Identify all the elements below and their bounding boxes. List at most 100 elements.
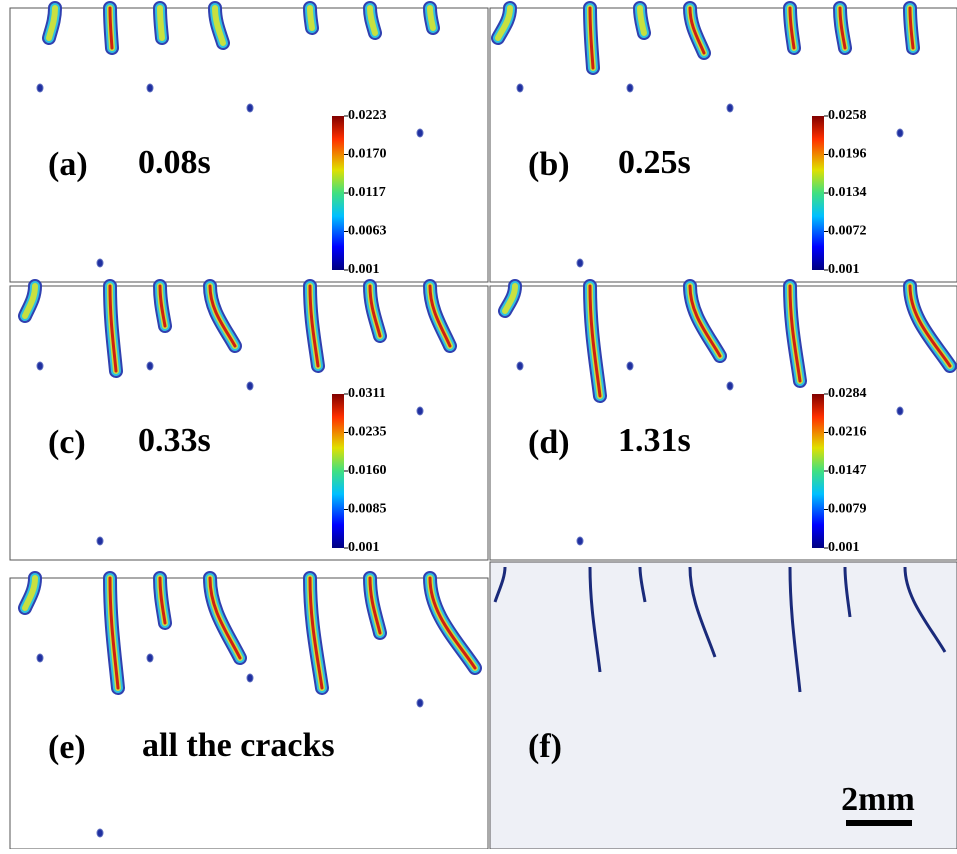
contour-spot [146, 83, 154, 93]
crack-contour [157, 5, 165, 41]
contour-spot [896, 406, 904, 416]
contour-spot [146, 653, 154, 663]
crack-contour [46, 5, 58, 41]
panel-frame [489, 285, 957, 561]
crack-contour [22, 575, 38, 611]
crack-contour [637, 5, 647, 36]
contour-spot [896, 128, 904, 138]
crack-contour [158, 284, 167, 328]
contour-spot [36, 361, 44, 371]
panel-caption: 1.31s [618, 422, 691, 459]
panel: (c) 0.33s 0.0311 0.0235 0.0160 0.0085 0.001 [9, 279, 489, 561]
colorbar-label: 0.0085 [348, 502, 387, 517]
crack-contour [908, 6, 915, 50]
panel-caption: all the cracks [142, 727, 335, 764]
colorbar-label: 0.001 [348, 262, 380, 277]
crack-contour [308, 576, 324, 690]
crack-photo [688, 566, 717, 658]
crack-photo [638, 566, 647, 603]
crack-contour [368, 576, 382, 635]
contour-spot [576, 258, 584, 268]
contour-spot [726, 103, 734, 113]
contour-spot [146, 361, 154, 371]
crack-contour [308, 284, 320, 368]
contour-spot [576, 536, 584, 546]
panel-caption: 0.33s [138, 422, 211, 459]
contour-spot [36, 653, 44, 663]
crack-contour [588, 6, 595, 70]
panel-label: (f) [528, 728, 562, 765]
crack-photo [493, 566, 507, 603]
panel-frame [9, 285, 489, 561]
panel-label: (a) [48, 146, 88, 183]
colorbar-label: 0.0216 [828, 425, 867, 440]
panel: (d) 1.31s 0.0284 0.0216 0.0147 0.0079 0.001 [489, 279, 957, 561]
crack-photo [903, 566, 947, 653]
contour-spot [626, 83, 634, 93]
contour-spot [516, 361, 524, 371]
colorbar [812, 116, 824, 270]
crack-contour [502, 283, 518, 314]
panel-frame [489, 7, 957, 283]
colorbar-label: 0.0079 [828, 502, 867, 517]
colorbar-label: 0.0160 [348, 463, 387, 478]
crack-contour [108, 284, 118, 373]
crack-photo [788, 566, 802, 693]
contour-spot [246, 673, 254, 683]
colorbar-label: 0.0258 [828, 108, 867, 123]
panel: (b) 0.25s 0.0258 0.0196 0.0134 0.0072 0.001 [489, 1, 957, 283]
colorbar-label: 0.0235 [348, 425, 387, 440]
crack-photo [843, 566, 852, 618]
panel-label: (b) [528, 146, 570, 183]
crack-contour [495, 5, 513, 41]
contour-spot [516, 83, 524, 93]
crack-contour [22, 283, 38, 319]
panel-frame [489, 561, 957, 850]
scale-bar-label: 2mm [841, 781, 915, 818]
contour-spot [416, 406, 424, 416]
colorbar-label: 0.001 [348, 540, 380, 555]
panel-caption: 0.25s [618, 144, 691, 181]
panel-label: (c) [48, 424, 86, 461]
colorbar-label: 0.0311 [348, 386, 386, 401]
crack-contour [427, 5, 436, 31]
colorbar-label: 0.0284 [828, 386, 867, 401]
contour-spot [96, 828, 104, 838]
contour-spot [416, 698, 424, 708]
contour-spot [726, 381, 734, 391]
crack-contour [688, 284, 722, 358]
crack-contour [788, 284, 802, 383]
contour-spot [416, 128, 424, 138]
panel-frame [9, 7, 489, 283]
crack-photo [588, 566, 602, 673]
crack-contour [428, 284, 452, 348]
crack-contour [108, 576, 120, 690]
crack-contour [788, 6, 796, 50]
crack-contour [838, 6, 847, 50]
crack-contour [588, 284, 602, 398]
colorbar [332, 394, 344, 548]
crack-contour [212, 5, 226, 46]
contour-spot [626, 361, 634, 371]
panel-label: (e) [48, 729, 86, 766]
panel: (f) 2mm [489, 561, 957, 850]
crack-contour [158, 576, 167, 625]
crack-contour [367, 5, 378, 36]
panel-caption: 0.08s [138, 144, 211, 181]
colorbar-label: 0.0117 [348, 185, 386, 200]
contour-spot [246, 103, 254, 113]
colorbar [332, 116, 344, 270]
panel-label: (d) [528, 424, 570, 461]
crack-contour [208, 576, 242, 660]
contour-spot [36, 83, 44, 93]
colorbar-label: 0.001 [828, 262, 860, 277]
colorbar-label: 0.0196 [828, 147, 867, 162]
colorbar [812, 394, 824, 548]
crack-contour [428, 576, 477, 670]
crack-contour [208, 284, 237, 348]
crack-contour [108, 6, 114, 50]
panel: (a) 0.08s 0.0223 0.0170 0.0117 0.0063 0.001 [9, 1, 489, 283]
colorbar-label: 0.0072 [828, 224, 867, 239]
contour-spot [96, 536, 104, 546]
